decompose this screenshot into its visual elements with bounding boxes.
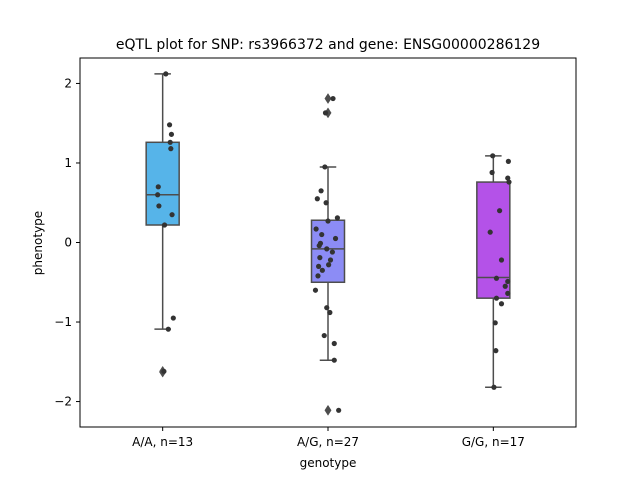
- data-point: [327, 309, 333, 316]
- box-group: [476, 155, 511, 388]
- data-point: [314, 196, 320, 202]
- x-axis: A/A, n=13 A/G, n=27 G/G, n=17: [132, 427, 525, 449]
- y-tick-label: −1: [54, 315, 72, 329]
- data-point: [332, 235, 339, 242]
- data-point: [316, 243, 322, 249]
- data-point: [498, 257, 505, 263]
- data-point: [327, 257, 334, 263]
- data-point: [324, 305, 330, 311]
- data-point: [505, 278, 511, 285]
- data-point: [492, 320, 498, 326]
- data-point: [319, 231, 325, 238]
- data-point: [493, 348, 499, 354]
- data-point: [312, 287, 319, 293]
- data-point: [155, 192, 161, 198]
- data-point: [498, 301, 505, 307]
- data-point: [168, 146, 174, 152]
- data-point: [490, 153, 496, 159]
- data-point: [321, 332, 327, 339]
- data-point: [168, 131, 175, 137]
- data-point: [505, 290, 511, 296]
- data-point: [493, 275, 500, 281]
- y-axis: −2 −1 0 1 2: [54, 76, 80, 409]
- data-point: [491, 384, 497, 390]
- data-point: [497, 208, 503, 214]
- data-point: [331, 357, 337, 363]
- data-point: [323, 200, 329, 206]
- data-point: [322, 110, 329, 116]
- data-point: [493, 295, 500, 301]
- chart-title: eQTL plot for SNP: rs3966372 and gene: E…: [116, 37, 540, 53]
- data-point: [505, 175, 511, 181]
- x-tick-label: G/G, n=17: [462, 435, 525, 449]
- outlier-marker: [324, 404, 332, 416]
- data-point: [315, 263, 322, 269]
- data-point: [155, 184, 161, 190]
- data-point: [322, 164, 328, 170]
- data-point: [489, 169, 495, 176]
- data-point: [163, 71, 169, 77]
- data-point: [315, 273, 321, 279]
- data-point: [169, 212, 175, 218]
- x-tick-label: A/A, n=13: [132, 435, 193, 449]
- y-tick-label: 2: [64, 76, 72, 90]
- data-point: [502, 283, 508, 289]
- data-point: [325, 218, 331, 224]
- data-point: [170, 315, 176, 321]
- data-point: [156, 203, 162, 209]
- y-axis-label: phenotype: [31, 211, 45, 275]
- x-tick-label: A/G, n=27: [297, 435, 359, 449]
- data-point: [506, 179, 512, 185]
- plot-area: [145, 71, 512, 416]
- data-point: [319, 267, 325, 273]
- data-point: [165, 326, 171, 332]
- box-iqr: [145, 141, 180, 226]
- y-tick-label: 1: [64, 156, 72, 170]
- data-point: [330, 95, 336, 102]
- outlier-marker: [324, 93, 332, 105]
- data-point: [505, 158, 511, 164]
- y-tick-label: −2: [54, 395, 72, 409]
- y-tick-label: 0: [64, 236, 72, 250]
- data-point: [334, 215, 341, 221]
- data-point: [161, 368, 167, 374]
- data-point: [167, 139, 173, 145]
- data-point: [329, 249, 335, 255]
- data-point: [326, 262, 332, 268]
- data-point: [313, 226, 319, 232]
- data-point: [318, 188, 324, 194]
- data-point: [324, 246, 330, 252]
- data-point: [336, 407, 342, 413]
- data-point: [331, 340, 337, 347]
- data-point: [317, 255, 323, 261]
- box-iqr: [476, 181, 511, 299]
- data-point: [487, 229, 493, 235]
- data-point: [166, 122, 173, 128]
- x-axis-label: genotype: [300, 456, 357, 470]
- data-point: [161, 222, 168, 228]
